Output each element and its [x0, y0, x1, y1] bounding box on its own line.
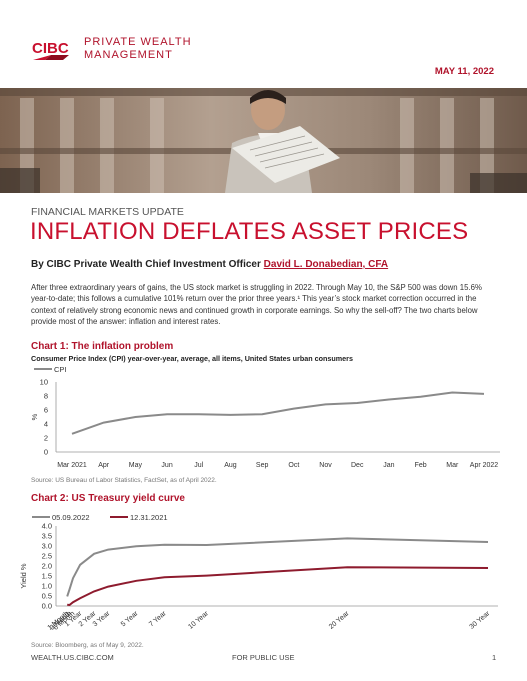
chart1-x-tick-label: Jan — [383, 462, 394, 469]
chart1-x-tick-label: Nov — [319, 462, 332, 469]
chart1-x-tick-label: Jul — [194, 462, 203, 469]
byline: By CIBC Private Wealth Chief Investment … — [31, 259, 388, 270]
chart1-x-tick-label: Sep — [256, 462, 269, 469]
chart2-source: Source: Bloomberg, as of May 9, 2022. — [31, 642, 144, 649]
chart1-heading: Chart 1: The inflation problem — [31, 341, 174, 352]
chart1-y-tick-label: 0 — [44, 448, 48, 457]
chart1-x-tick-label: Aug — [224, 462, 237, 469]
chart2-y-tick-label: 0.5 — [42, 592, 52, 601]
intro-paragraph: After three extraordinary years of gains… — [31, 283, 482, 326]
byline-prefix: By CIBC Private Wealth Chief Investment … — [31, 259, 261, 270]
chart1-y-tick-label: 2 — [44, 434, 48, 443]
chart2-x-tick-label: 20 Year — [328, 610, 351, 631]
chart2-y-axis-label: Yield % — [19, 563, 28, 588]
chart1-cpi: CPI 0 2 4 6 8 10% Mar 2021 Apr May Jun Jul Aug Sep Oct… — [30, 365, 500, 469]
chart1-y-tick-label: 4 — [44, 420, 48, 429]
chart1-y-tick-label: 6 — [44, 406, 48, 415]
division-line-2: MANAGEMENT — [84, 49, 173, 61]
chart1-source: Source: US Bureau of Labor Statistics, F… — [31, 477, 217, 484]
publication-date: MAY 11, 2022 — [434, 66, 494, 77]
author-link[interactable]: David L. Donabedian, CFA — [263, 259, 389, 270]
chart1-y-tick-label: 10 — [40, 378, 48, 387]
chart1-x-tick-label: Jun — [161, 462, 172, 469]
chart2-y-tick-label: 2.0 — [42, 562, 52, 571]
chart2-x-tick-label: 5 Year — [120, 610, 140, 629]
chart1-x-tick-label: Mar 2021 — [57, 462, 87, 469]
chart1-x-tick-label: May — [129, 462, 143, 469]
chart1-subtitle: Consumer Price Index (CPI) year-over-yea… — [31, 354, 353, 363]
chart2-series-2021-line — [67, 566, 489, 607]
chart2-heading: Chart 2: US Treasury yield curve — [31, 493, 185, 504]
chart1-y-tick-label: 8 — [44, 392, 48, 401]
chart1-series-cpi-line — [71, 391, 485, 435]
chart2-legend-label: 12.31.2021 — [130, 513, 168, 522]
division-line-1: PRIVATE WEALTH — [84, 36, 192, 48]
division-name: PRIVATE WEALTH MANAGEMENT — [84, 36, 192, 62]
chart2-legend-label: 05.09.2022 — [52, 513, 90, 522]
chart2-x-tick-label: 7 Year — [148, 610, 168, 629]
chart1-x-tick-label: Mar — [446, 462, 459, 469]
chart2-y-tick-label: 3.0 — [42, 542, 52, 551]
chart2-y-tick-label: 4.0 — [42, 522, 52, 531]
chart1-x-tick-label: Apr — [98, 462, 110, 469]
chart1-x-tick-label: Apr 2022 — [470, 462, 499, 469]
chart2-y-tick-label: 3.5 — [42, 532, 52, 541]
cibc-logo: CIBC — [31, 35, 75, 67]
footer-classification: FOR PUBLIC USE — [232, 653, 295, 662]
page-number: 1 — [492, 653, 497, 662]
chart1-x-tick-label: Oct — [288, 462, 299, 469]
chart1-y-axis-label: % — [30, 413, 39, 420]
chart1-legend-label: CPI — [54, 365, 67, 374]
kicker: FINANCIAL MARKETS UPDATE — [31, 206, 184, 218]
page-title: INFLATION DEFLATES ASSET PRICES — [30, 218, 469, 245]
footer-url[interactable]: WEALTH.US.CIBC.COM — [31, 653, 114, 662]
header-photo — [0, 88, 527, 193]
svg-text:CIBC: CIBC — [32, 40, 69, 57]
chart1-x-tick-label: Dec — [351, 462, 364, 469]
chart2-y-tick-label: 1.5 — [42, 572, 52, 581]
chart1-x-tick-label: Feb — [415, 462, 427, 469]
chart2-series-2022-line — [66, 537, 489, 597]
chart2-y-tick-label: 2.5 — [42, 552, 52, 561]
chart2-y-tick-label: 0.0 — [42, 602, 52, 611]
chart2-x-tick-label: 30 Year — [469, 610, 492, 631]
chart2-x-tick-label: 10 Year — [187, 610, 210, 631]
chart2-y-tick-label: 1.0 — [42, 582, 52, 591]
chart2-yield-curve: 05.09.2022 12.31.20210.00.51.01.52.02.53.… — [19, 513, 498, 632]
